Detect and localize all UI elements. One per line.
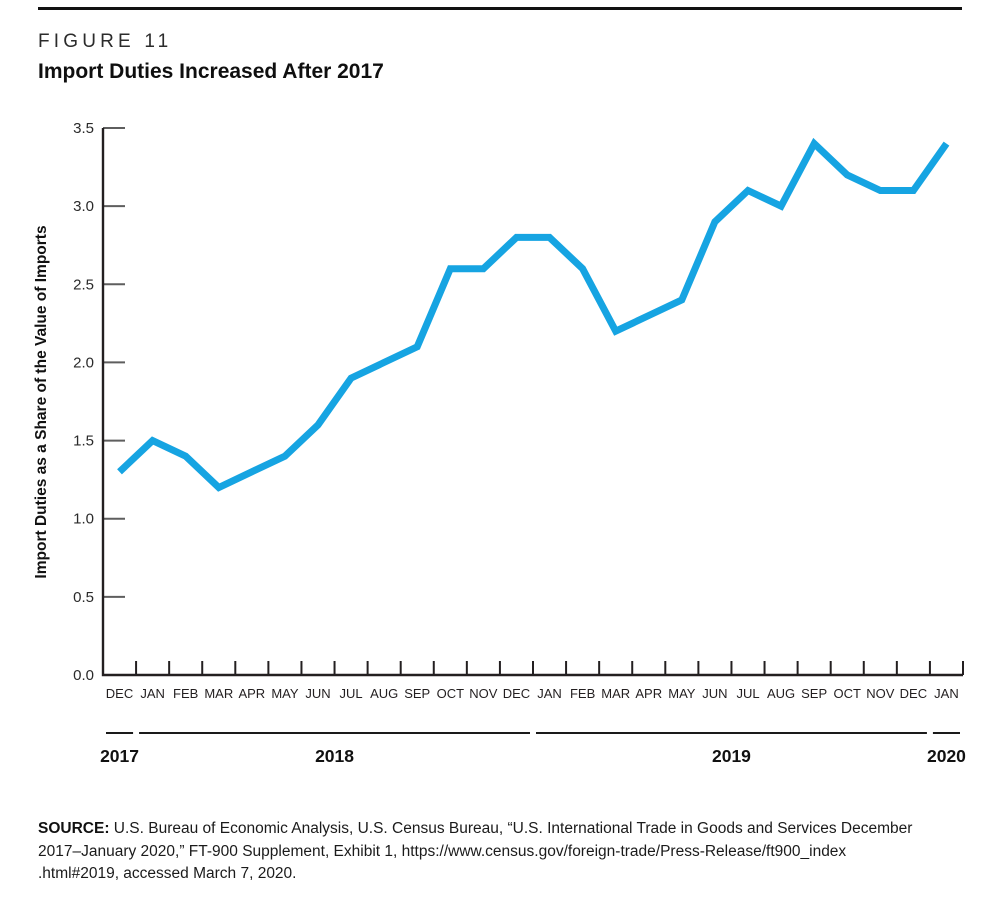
source-label: SOURCE:	[38, 820, 110, 837]
month-label: FEB	[570, 686, 595, 701]
y-tick-label: 3.0	[73, 198, 94, 215]
y-tick-label: 2.5	[73, 276, 94, 293]
month-label: JUL	[340, 686, 363, 701]
chart-line	[117, 137, 950, 492]
month-label: SEP	[801, 686, 827, 701]
figure-number: FIGURE 11	[38, 31, 173, 52]
y-tick-label: 1.0	[73, 511, 94, 528]
month-label: FEB	[173, 686, 198, 701]
year-label: 2020	[927, 746, 966, 766]
source-text: U.S. Bureau of Economic Analysis, U.S. C…	[38, 820, 913, 882]
month-label: JUN	[305, 686, 330, 701]
line-chart: 0.0 0.5 1.0 1.5 2.0 2.5 3.0 3.5 DEC JAN FEB MAR APR M…	[0, 105, 1000, 785]
source-note: SOURCE: U.S. Bureau of Economic Analysis…	[38, 818, 958, 886]
month-label: JUL	[736, 686, 759, 701]
year-label: 2019	[712, 746, 751, 766]
year-label: 2018	[315, 746, 354, 766]
y-tick-label: 0.0	[73, 667, 94, 684]
top-rule	[38, 7, 962, 10]
month-label: OCT	[437, 686, 465, 701]
month-label: AUG	[370, 686, 398, 701]
month-label: DEC	[106, 686, 133, 701]
month-label: DEC	[503, 686, 530, 701]
year-label: 2017	[100, 746, 139, 766]
y-tick-label: 3.5	[73, 120, 94, 137]
month-label: NOV	[469, 686, 498, 701]
y-axis-title: Import Duties as a Share of the Value of…	[33, 225, 50, 578]
figure-title: Import Duties Increased After 2017	[38, 59, 384, 83]
month-label: APR	[635, 686, 662, 701]
month-label: AUG	[767, 686, 795, 701]
month-label: SEP	[404, 686, 430, 701]
month-label: MAR	[204, 686, 233, 701]
chart-svg: 0.0 0.5 1.0 1.5 2.0 2.5 3.0 3.5 DEC JAN FEB MAR APR M…	[33, 120, 966, 766]
axes	[101, 128, 963, 677]
month-label: JAN	[140, 686, 165, 701]
month-label: MAY	[668, 686, 696, 701]
month-label: JAN	[537, 686, 562, 701]
month-label: JUN	[702, 686, 727, 701]
month-label: DEC	[900, 686, 927, 701]
y-tick-label: 1.5	[73, 433, 94, 450]
month-label: APR	[238, 686, 265, 701]
figure-header: FIGURE 11 Import Duties Increased After …	[38, 31, 384, 84]
month-label: OCT	[834, 686, 862, 701]
month-label: NOV	[866, 686, 895, 701]
y-tick-label: 0.5	[73, 589, 94, 606]
month-label: MAR	[601, 686, 630, 701]
y-tick-label: 2.0	[73, 354, 94, 371]
month-label: JAN	[934, 686, 959, 701]
month-label: MAY	[271, 686, 299, 701]
